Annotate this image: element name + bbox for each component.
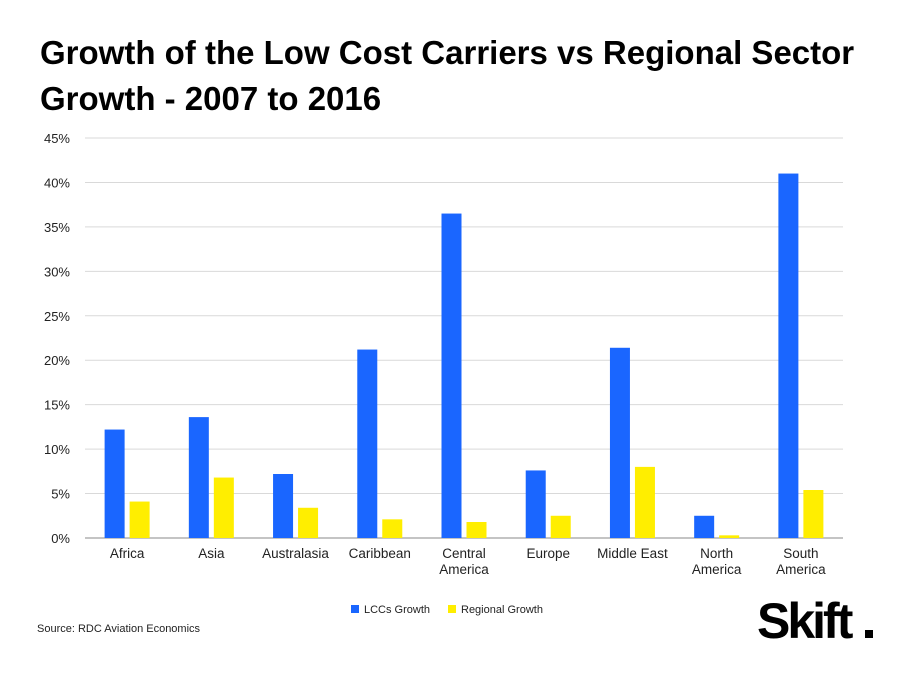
regional-bar-australasia [298, 507, 319, 538]
x-axis-categories: Africa Asia Australasia Caribbean Central Ame… [110, 546, 826, 577]
legend-label: Regional Growth [461, 604, 543, 616]
regional-bar-central-america [466, 522, 487, 538]
y-tick-label: 20% [44, 353, 70, 368]
gridlines [85, 137, 843, 539]
lcc-bar-caribbean [357, 349, 378, 538]
bars [104, 173, 824, 539]
x-category-label: South America [776, 546, 826, 577]
regional-bar-europe [550, 515, 571, 538]
legend-swatch [351, 605, 359, 613]
y-tick-label: 40% [44, 175, 70, 190]
chart-title: Growth of the Low Cost Carriers vs Regio… [40, 34, 855, 117]
lcc-bar-south-america [778, 173, 799, 539]
regional-bar-middle-east [634, 466, 655, 538]
x-category-label: North America [692, 546, 742, 577]
y-tick-label: 35% [44, 220, 70, 235]
skift-logo: Skift [757, 593, 873, 648]
y-tick-label: 45% [44, 131, 70, 146]
x-category-label: Australasia [262, 546, 329, 561]
y-tick-label: 30% [44, 264, 70, 279]
lcc-bar-asia [188, 417, 209, 538]
y-axis-ticks: 0% 5% 10% 15% 20% 25% 30% 35% 40% 45% [44, 131, 70, 546]
lcc-bar-australasia [273, 474, 294, 538]
regional-bar-asia [213, 477, 234, 538]
lcc-bar-middle-east [609, 347, 630, 538]
regional-bar-caribbean [382, 519, 403, 538]
regional-bar-north-america [719, 535, 740, 538]
lcc-bar-africa [104, 429, 125, 538]
lcc-bar-north-america [694, 515, 715, 538]
y-tick-label: 15% [44, 398, 70, 413]
y-tick-label: 0% [51, 531, 70, 546]
logo-text: Skift [757, 593, 854, 648]
x-category-label: Asia [198, 546, 225, 561]
regional-bar-africa [129, 501, 150, 538]
lcc-bar-central-america [441, 213, 462, 539]
legend-swatch [448, 605, 456, 613]
x-category-label: Caribbean [349, 546, 411, 561]
y-tick-label: 5% [51, 487, 70, 502]
x-category-label: Central America [439, 546, 489, 577]
source-note: Source: RDC Aviation Economics [37, 623, 201, 635]
y-tick-label: 10% [44, 442, 70, 457]
lcc-bar-europe [525, 470, 546, 538]
logo-dot [865, 630, 873, 638]
legend: LCCs Growth Regional Growth [351, 604, 543, 616]
x-category-label: Africa [110, 546, 145, 561]
legend-label: LCCs Growth [364, 604, 430, 616]
x-category-label: Middle East [597, 546, 668, 561]
x-category-label: Europe [526, 546, 570, 561]
y-tick-label: 25% [44, 309, 70, 324]
regional-bar-south-america [803, 490, 824, 538]
